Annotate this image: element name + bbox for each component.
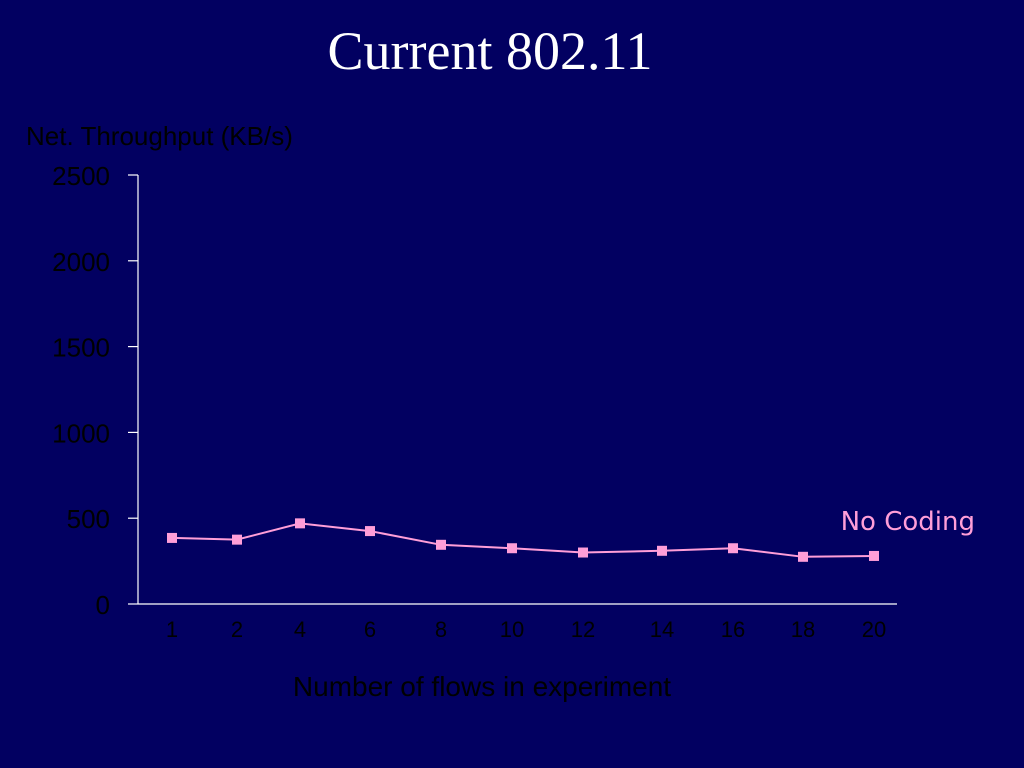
y-tick-label: 2500	[52, 161, 110, 191]
x-axis: 1 2 4 6 8 10 12 14 16 18 20	[138, 603, 897, 642]
data-point	[798, 551, 808, 562]
y-tick-label: 1500	[52, 333, 110, 363]
data-point	[232, 534, 242, 545]
slide-title: Current 802.11	[327, 21, 653, 81]
x-tick-label: 6	[364, 617, 376, 642]
data-point	[728, 543, 738, 554]
x-tick-label: 1	[166, 617, 178, 642]
x-tick-label: 12	[571, 617, 595, 642]
data-point	[365, 526, 375, 537]
data-point	[295, 518, 305, 529]
x-tick-label: 16	[721, 617, 745, 642]
y-axis-title: Net. Throughput (KB/s)	[26, 121, 293, 151]
x-tick-label: 4	[294, 617, 306, 642]
data-point	[507, 543, 517, 554]
series-layer	[167, 518, 879, 562]
x-tick-label: 2	[231, 617, 243, 642]
x-tick-label: 18	[791, 617, 815, 642]
data-point	[578, 547, 588, 558]
series-label-no-coding: No Coding	[841, 507, 975, 537]
data-point	[167, 532, 177, 543]
y-axis: 0 500 1000 1500 2000 2500	[52, 161, 139, 620]
data-point	[436, 539, 446, 550]
y-tick-label: 500	[67, 504, 110, 534]
x-tick-label: 10	[500, 617, 524, 642]
data-point	[869, 550, 879, 561]
x-tick-label: 8	[435, 617, 447, 642]
y-tick-label: 1000	[52, 418, 110, 448]
x-axis-title: Number of flows in experiment	[293, 671, 671, 702]
series-line-no-coding	[171, 522, 875, 558]
x-tick-label: 14	[650, 617, 674, 642]
x-tick-label: 20	[862, 617, 886, 642]
data-point	[657, 545, 667, 556]
y-tick-label: 0	[96, 590, 110, 620]
y-tick-label: 2000	[52, 247, 110, 277]
